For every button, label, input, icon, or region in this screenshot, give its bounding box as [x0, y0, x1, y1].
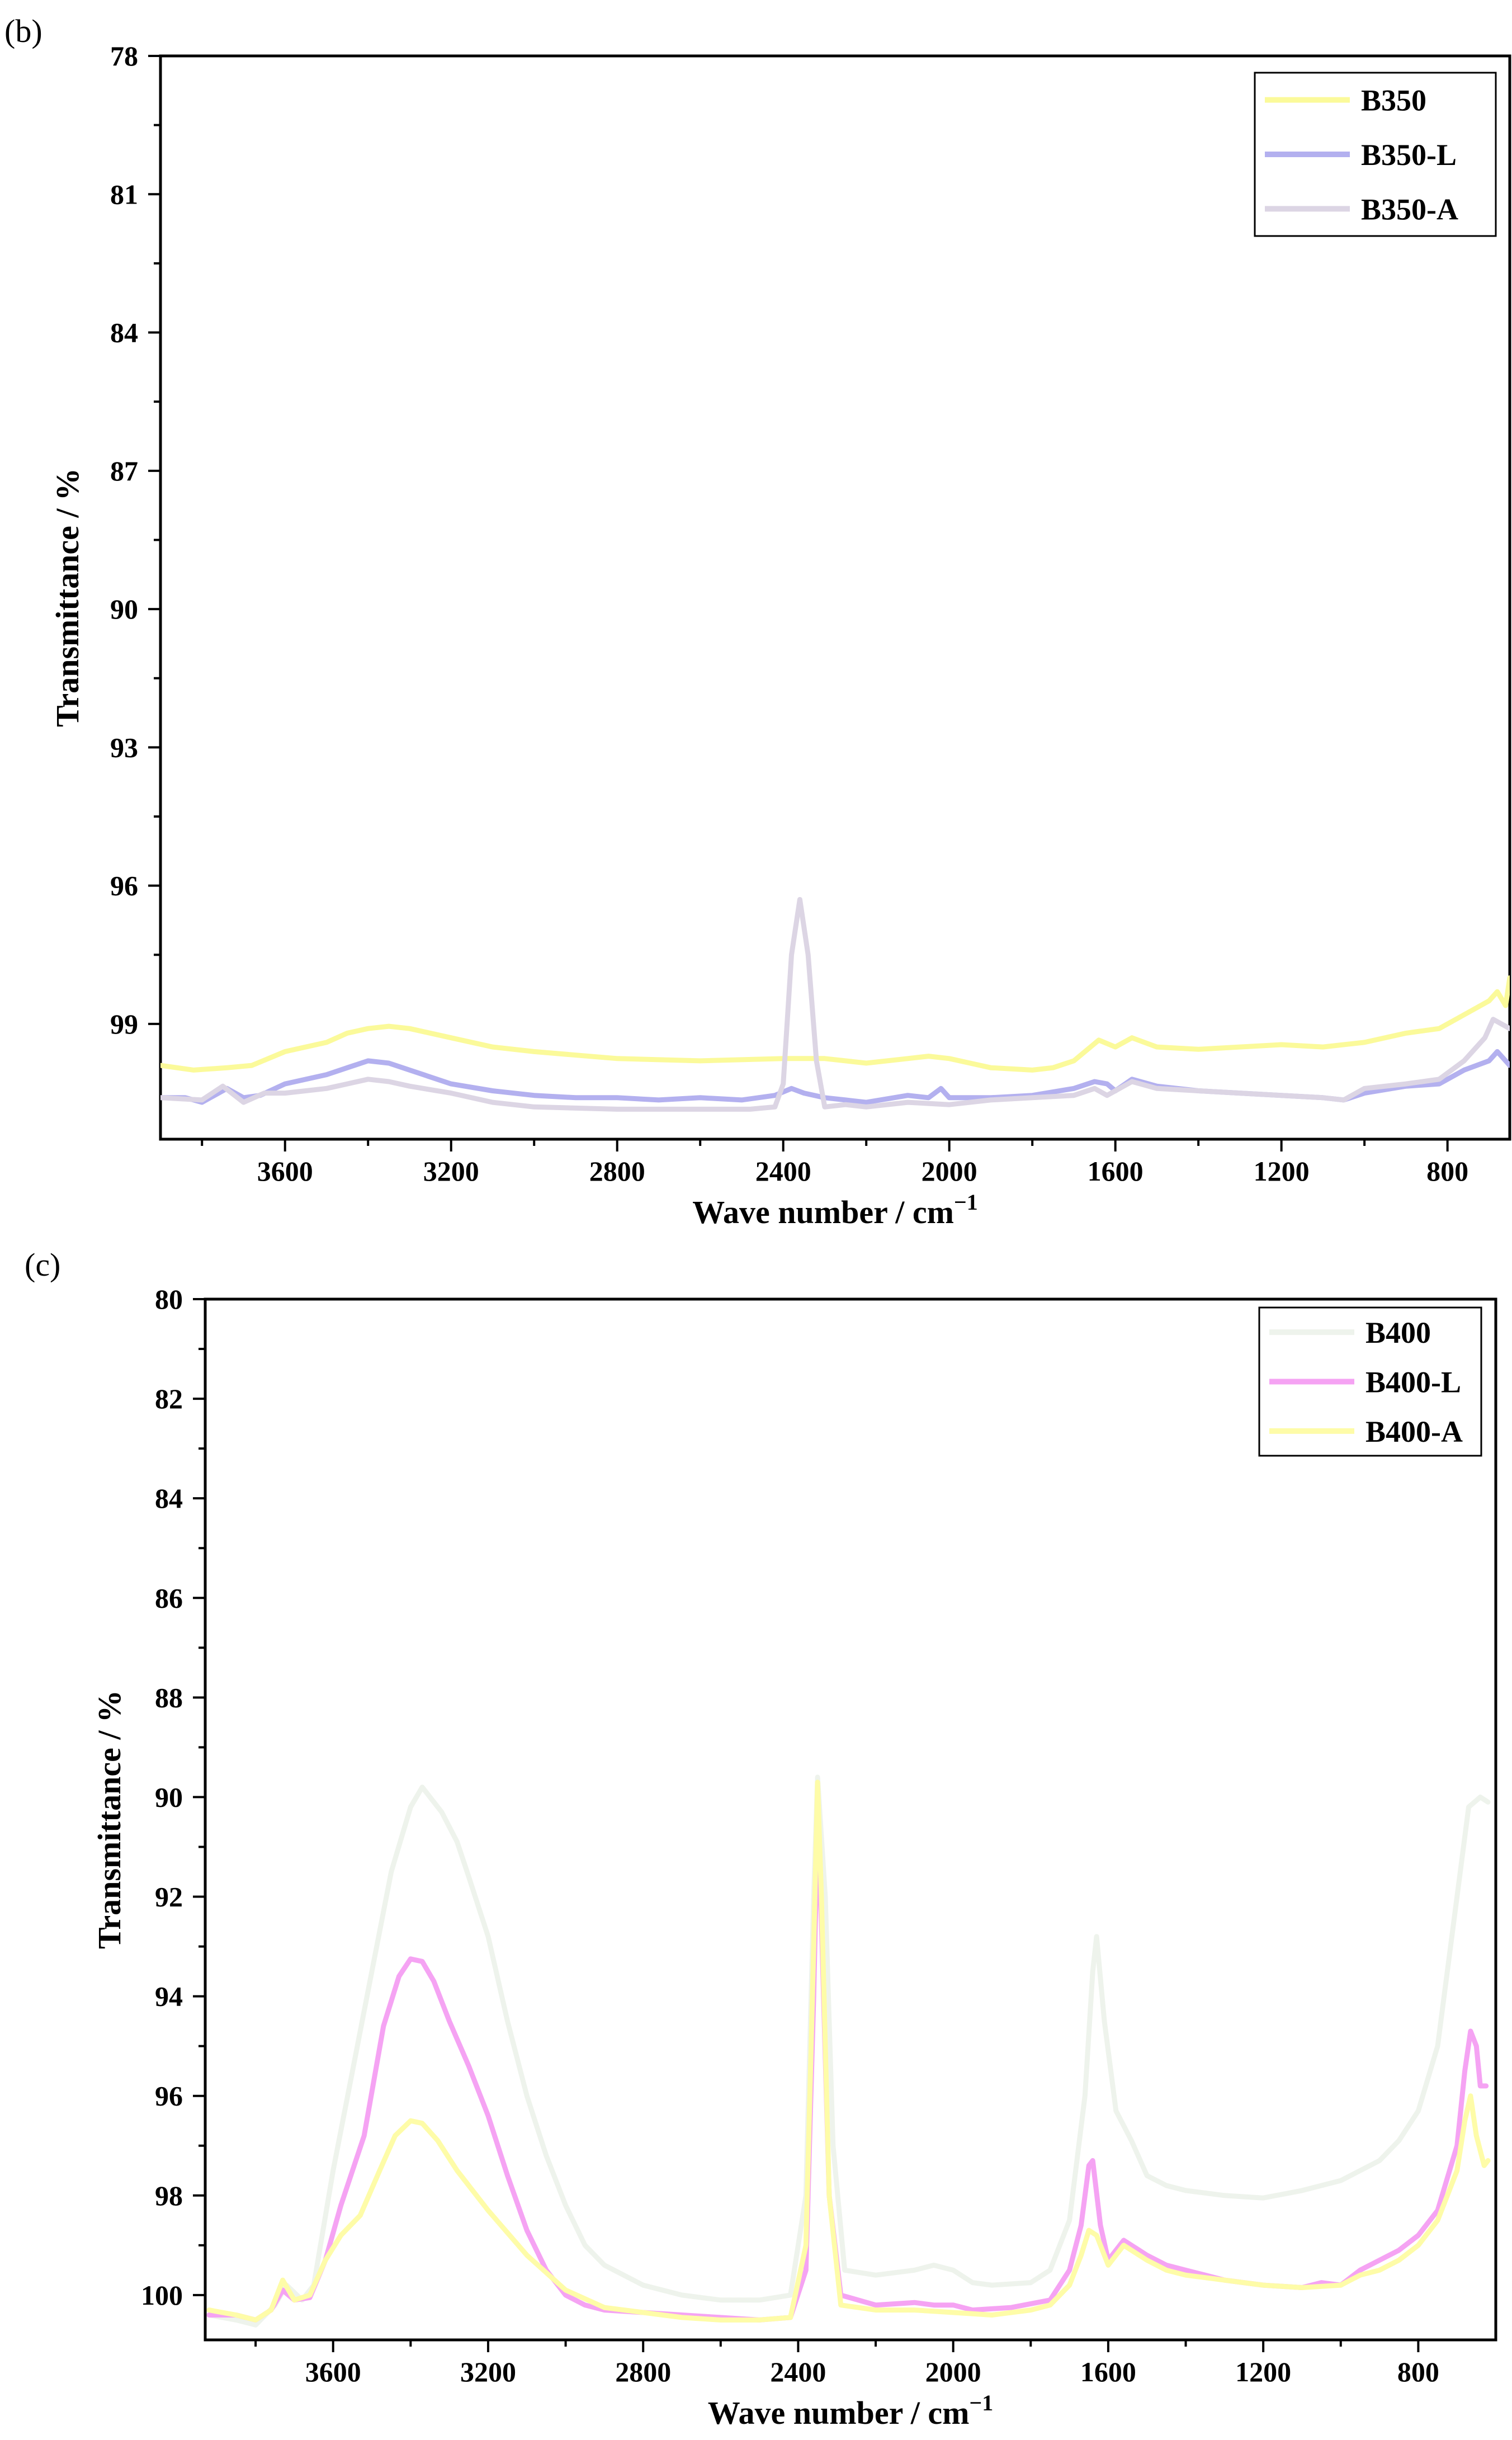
- y-tick-label: 98: [155, 2180, 183, 2211]
- y-tick-label: 94: [155, 1981, 183, 2012]
- panel-label-b: (b): [4, 13, 42, 49]
- x-tick-label: 1200: [1235, 2356, 1291, 2387]
- y-axis-title: Transmittance / %: [91, 1690, 127, 1949]
- y-tick-label: 99: [110, 1008, 138, 1040]
- series-line-b400-l: [206, 1819, 1489, 2323]
- series-line-b400-a: [206, 1780, 1491, 2323]
- x-tick-label: 1600: [1088, 1155, 1144, 1187]
- x-axis-title: Wave number / cm−1: [708, 2390, 994, 2431]
- y-tick-label: 82: [155, 1383, 183, 1414]
- legend-label-b350-a: B350-A: [1361, 192, 1458, 226]
- x-tick-label: 3200: [460, 2356, 516, 2387]
- legend-label-b400-l: B400-L: [1365, 1366, 1461, 1399]
- x-axis-title: Wave number / cm−1: [692, 1190, 978, 1230]
- y-tick-label: 90: [110, 593, 138, 625]
- y-tick-label: 81: [110, 178, 138, 210]
- chart-b: 3600 3200 2800 2400 2000 1600 1200 800 78 81 84 87 9…: [49, 40, 1511, 1230]
- plot-frame: [204, 1297, 1497, 2342]
- y-tick-label: 96: [110, 870, 138, 902]
- x-tick-label: 2800: [589, 1155, 645, 1187]
- panel-label-c: (c): [25, 1247, 61, 1283]
- series-line-b350-a: [160, 896, 1510, 1112]
- y-tick-label: 78: [110, 40, 138, 72]
- legend-label-b350: B350: [1361, 84, 1426, 117]
- series-line-b350: [160, 975, 1510, 1073]
- x-tick-label: 2000: [925, 2356, 981, 2387]
- series-group: [160, 896, 1510, 1112]
- x-tick-label: 3600: [257, 1155, 313, 1187]
- y-tick-label: 80: [155, 1283, 183, 1315]
- legend-label-b400: B400: [1365, 1316, 1431, 1349]
- x-axis-title-superscript: −1: [954, 1190, 978, 1215]
- chart-c: 3600 3200 2800 2400 2000 1600 1200 800 80 82 84 86 8…: [91, 1283, 1497, 2431]
- x-tick-label: 800: [1397, 2356, 1439, 2387]
- x-tick-label: 3600: [305, 2356, 361, 2387]
- y-tick-label: 92: [155, 1881, 183, 1913]
- x-tick-label: 2800: [615, 2356, 671, 2387]
- y-axis-title: Transmittance / %: [49, 468, 86, 727]
- legend-label-b350-l: B350-L: [1361, 138, 1457, 172]
- x-axis-title-superscript: −1: [969, 2390, 993, 2415]
- x-tick-label: 2000: [922, 1155, 977, 1187]
- x-tick-label: 800: [1426, 1155, 1468, 1187]
- x-tick-label: 1200: [1254, 1155, 1310, 1187]
- y-tick-label: 84: [155, 1483, 183, 1514]
- y-tick-label: 88: [155, 1682, 183, 1713]
- series-group: [206, 1774, 1491, 2328]
- y-tick-label: 84: [110, 317, 138, 348]
- y-tick-label: 96: [155, 2080, 183, 2112]
- y-tick-label: 90: [155, 1781, 183, 1813]
- legend-label-b400-a: B400-A: [1365, 1415, 1463, 1448]
- y-tick-label: 100: [141, 2279, 183, 2311]
- y-tick-label: 93: [110, 731, 138, 763]
- x-tick-label: 1600: [1080, 2356, 1136, 2387]
- series-line-b400: [206, 1774, 1491, 2328]
- y-tick-label: 87: [110, 455, 138, 487]
- x-tick-label: 3200: [423, 1155, 479, 1187]
- plot-frame: [159, 54, 1511, 1141]
- x-tick-label: 2400: [770, 2356, 826, 2387]
- x-tick-label: 2400: [755, 1155, 811, 1187]
- y-tick-label: 86: [155, 1582, 183, 1613]
